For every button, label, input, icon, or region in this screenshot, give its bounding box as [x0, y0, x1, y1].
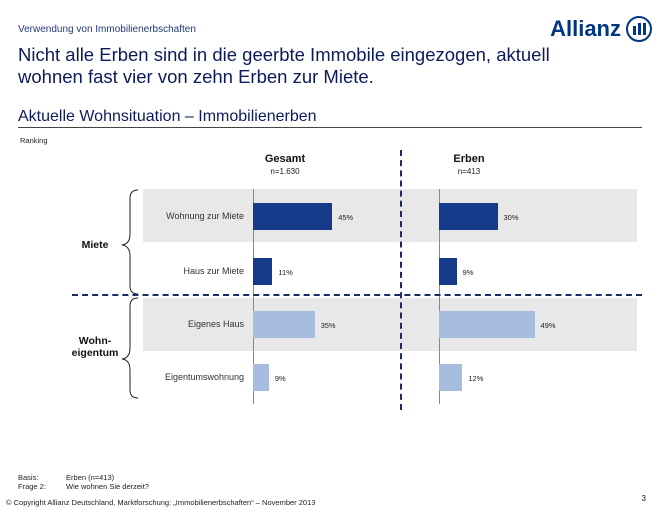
data-label: 9%	[462, 268, 474, 277]
axis-erben	[439, 189, 440, 404]
vertical-separator	[400, 150, 402, 410]
bar-gesamt	[253, 258, 273, 285]
series-n-gesamt: n=1.630	[270, 167, 300, 176]
basis-value: Erben (n=413)	[66, 473, 115, 482]
frage-label: Frage 2:	[18, 482, 46, 491]
row-background	[143, 189, 637, 242]
headline: Nicht alle Erben sind in die geerbte Imm…	[18, 44, 550, 87]
series-n-erben: n=413	[457, 167, 481, 176]
page-number: 3	[641, 494, 646, 503]
category-label: Wohnung zur Miete	[166, 211, 244, 221]
axis-gesamt	[253, 189, 254, 404]
bar-gesamt	[253, 203, 333, 230]
basis-label: Basis:	[18, 473, 39, 482]
footnote-basis: Basis: Erben (n=413)	[18, 473, 114, 482]
series-title-erben: Erben	[453, 153, 485, 165]
bar-erben	[439, 311, 535, 338]
category-label: Eigenes Haus	[187, 319, 244, 329]
data-label: 12%	[468, 374, 484, 383]
data-label: 30%	[503, 213, 519, 222]
data-label: 11%	[278, 268, 293, 277]
ranking-label: Ranking	[20, 136, 48, 145]
row-background	[143, 298, 637, 351]
horizontal-separator	[72, 294, 642, 296]
subtitle: Aktuelle Wohnsituation – Immobilienerben	[18, 108, 317, 125]
series-title-gesamt: Gesamt	[264, 153, 306, 165]
allianz-eagle-icon	[626, 16, 652, 42]
data-label: 45%	[338, 213, 354, 222]
footnote-frage: Frage 2: Wie wohnen Sie derzeit?	[18, 482, 149, 491]
data-label: 49%	[540, 321, 556, 330]
kicker: Verwendung von Immobilienerbschaften	[18, 24, 196, 35]
bar-gesamt	[253, 311, 315, 338]
data-label: 35%	[320, 321, 336, 330]
bar-erben	[439, 364, 463, 391]
data-label: 9%	[274, 374, 286, 383]
group-label-wohneigentum: Wohn- eigentum	[71, 335, 119, 359]
copyright: © Copyright Allianz Deutschland, Marktfo…	[6, 498, 316, 507]
frage-value: Wie wohnen Sie derzeit?	[66, 482, 149, 491]
bar-erben	[439, 258, 457, 285]
logo-text: Allianz	[550, 16, 621, 41]
category-label: Haus zur Miete	[183, 266, 244, 276]
brace-icon	[121, 189, 139, 399]
divider	[18, 127, 642, 128]
category-label: Eigentumswohnung	[164, 372, 244, 382]
bar-gesamt	[253, 364, 269, 391]
allianz-logo: Allianz	[550, 16, 652, 42]
bar-erben	[439, 203, 498, 230]
group-label-miete: Miete	[81, 239, 109, 251]
